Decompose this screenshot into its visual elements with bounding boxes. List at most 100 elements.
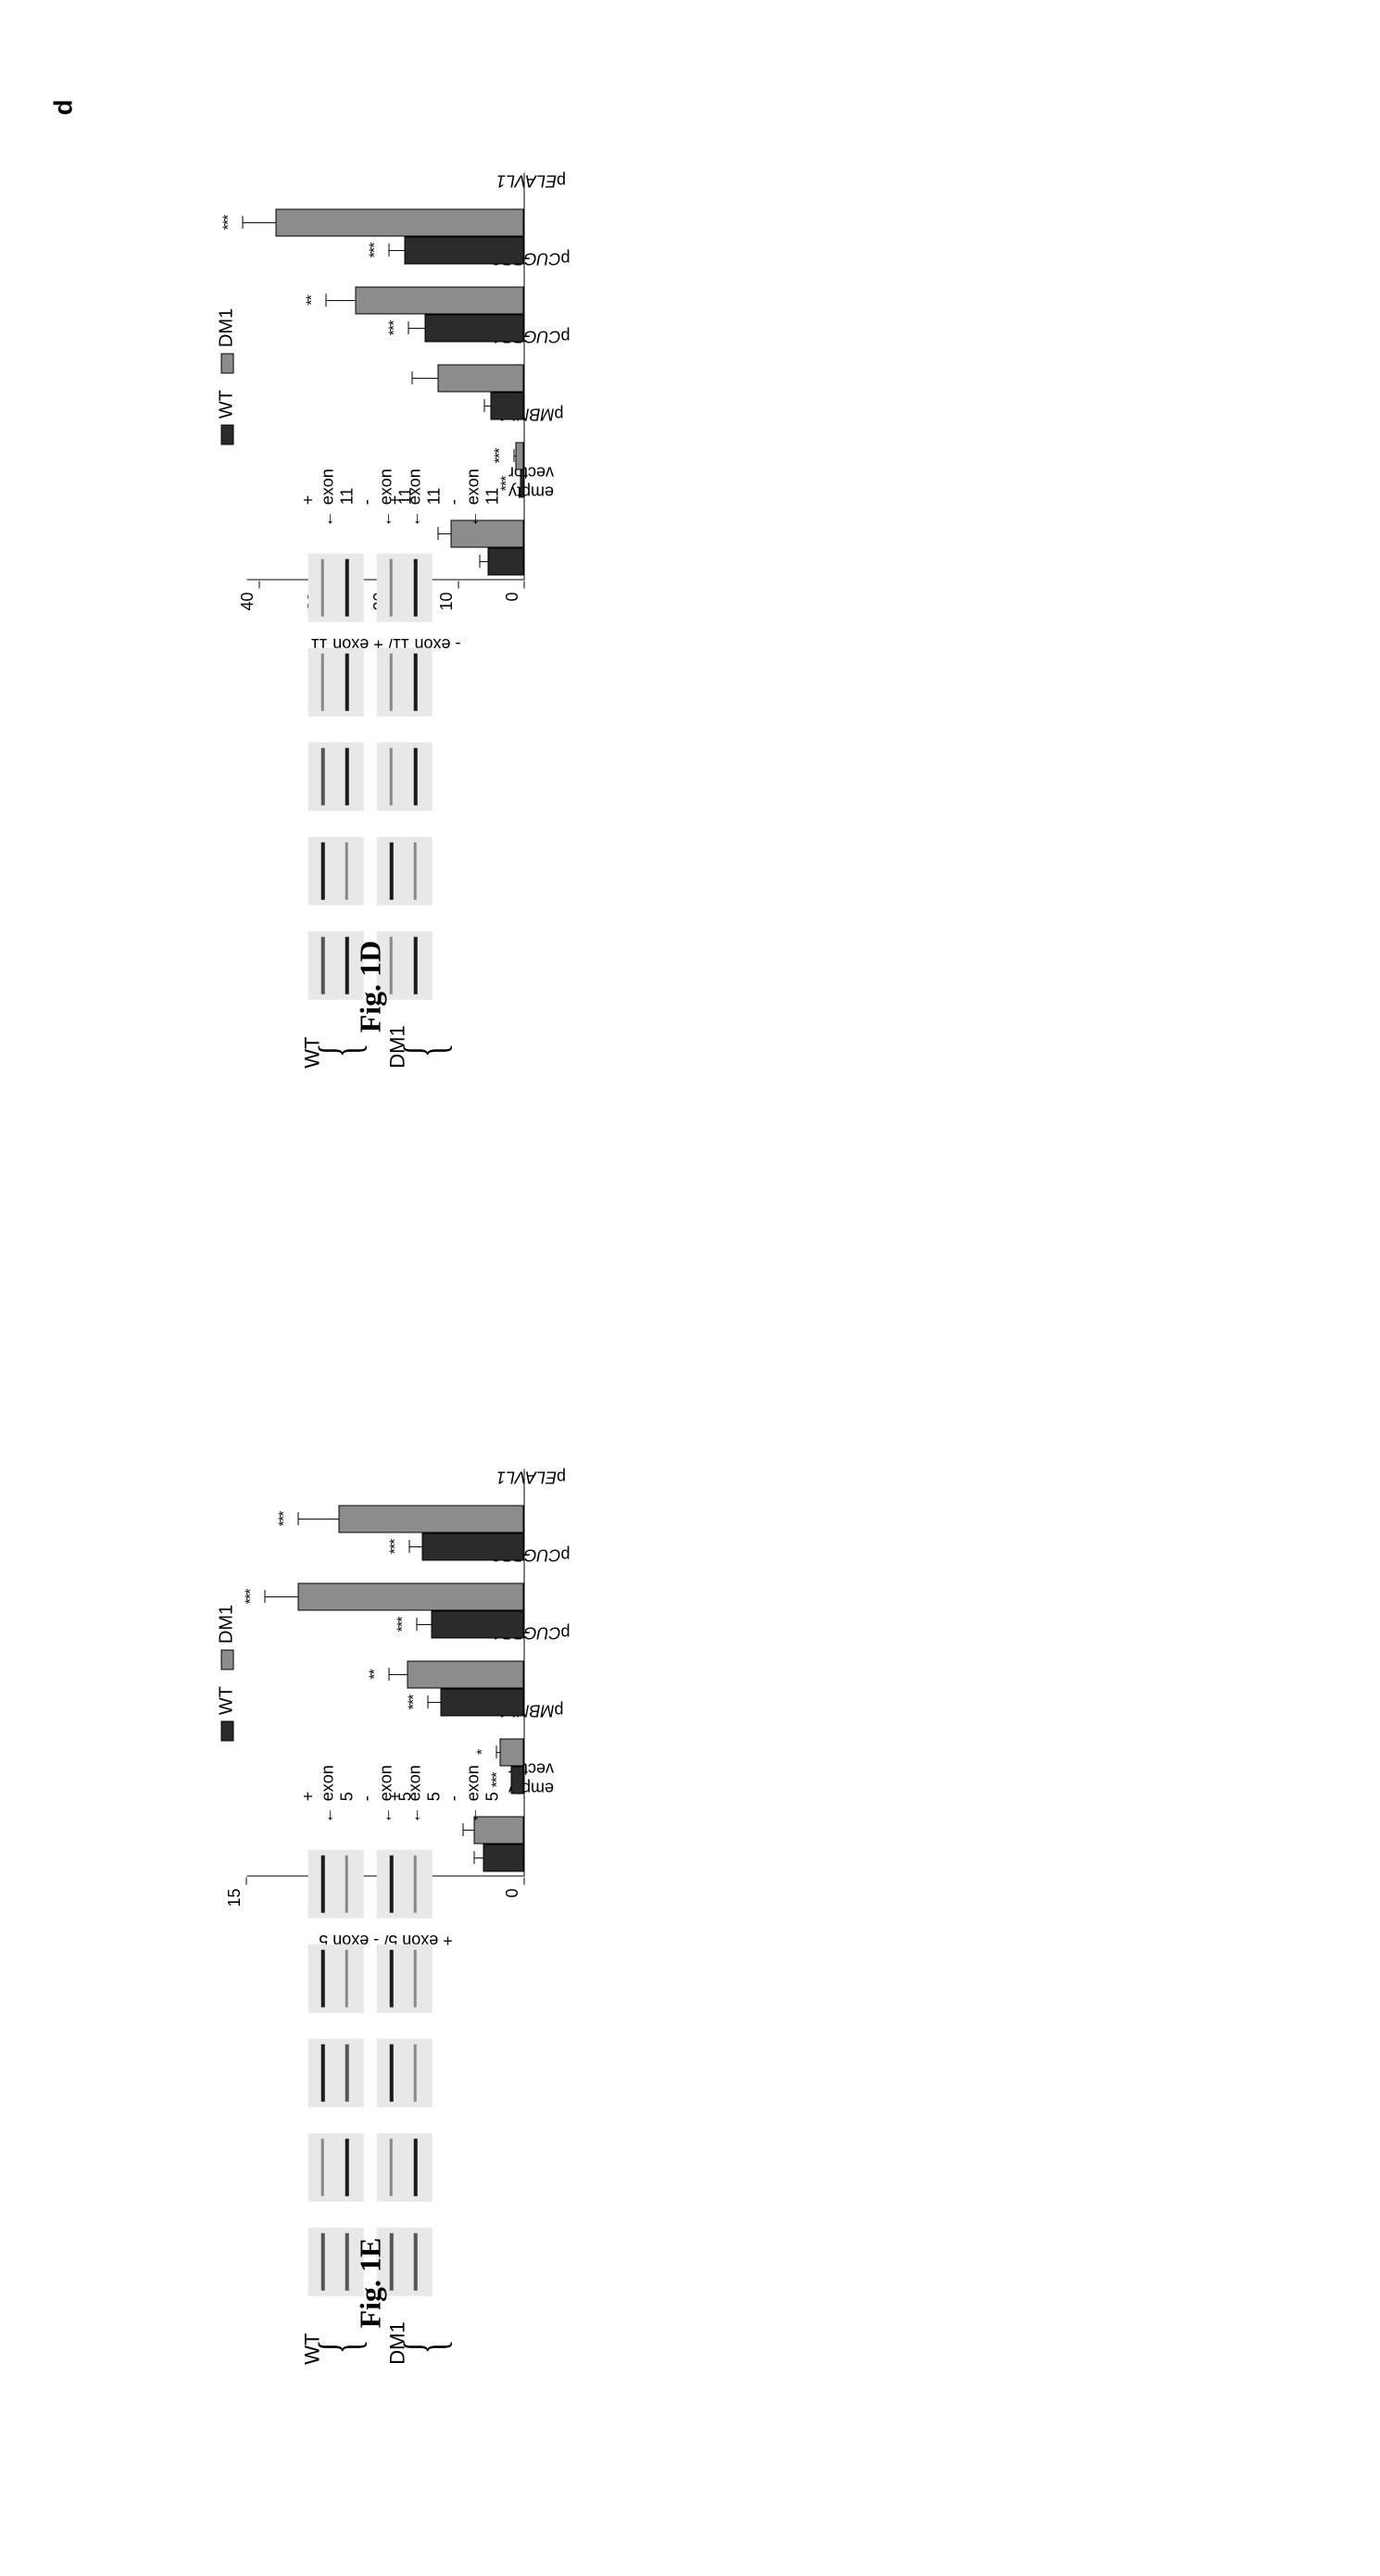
gel-lane [377,553,433,621]
gel-band-label: ←+ exon 11 [386,469,445,527]
arrow-icon: ← [464,1807,483,1823]
gel-band-upper [390,842,394,899]
bar-pair: ****** [298,1583,524,1639]
gel-lane-column [308,2132,433,2201]
gel-lane [377,1944,433,2012]
gel-band-label: ←+ exon 5 [299,1765,358,1823]
error-bar [429,1702,442,1703]
arrow-icon: ← [406,1807,425,1823]
gel-row-label: WT{ [301,1025,355,1068]
gel-lane [308,647,364,716]
gel-band-upper [390,1855,394,1912]
gel-lane-column [308,2038,433,2107]
bar-dm1: *** [276,209,524,237]
bar-group: pCUGBP1 [438,365,524,420]
gel-band-lower [345,558,349,616]
error-bar [244,222,277,223]
gel-band-upper [321,1949,325,2007]
gel-row-label: DM1{ [386,2321,440,2364]
gel-band-lower [414,558,418,616]
ytick [246,1878,247,1885]
ytick-label: 0 [503,580,522,602]
gel-band-upper [390,936,393,994]
ytick-label: 0 [503,1876,522,1898]
significance-marker: *** [221,216,238,231]
significance-marker: *** [407,1695,423,1710]
gel-band-upper [390,1949,394,2007]
gel-lane [377,836,433,905]
gel-lane [377,2038,433,2107]
legend-d: WTDM1 [217,308,238,444]
gel-band-label: ←+ exon 5 [386,1765,445,1823]
legend-swatch [220,1649,233,1669]
error-bar [475,1857,484,1858]
ytick [524,1878,525,1885]
legend-label: WT [217,390,238,419]
gel-band-lower [414,1855,417,1912]
legend-label: WT [217,1686,238,1715]
gel-band-label: ←+ exon 11 [299,469,358,527]
gel-lane [377,1849,433,1918]
gel-lane [308,2132,364,2201]
legend-label: DM1 [217,1605,238,1644]
legend-item: WT [217,390,238,444]
gel-lane [377,647,433,716]
gel-band-lower [345,1855,348,1912]
gel-band-lower [414,2044,417,2101]
bar-group: ******pELAVL1 [276,209,524,265]
gel-band-lower [414,653,418,710]
gel-band-upper [321,558,324,616]
ytick [524,581,525,589]
bar-group: emptyvector [474,1817,524,1872]
gel-band-label-pair: ←+ exon 11←- exon 11 [299,469,355,527]
gel-band-labels: ←+ exon 11←- exon 11←+ exon 11←- exon 11 [299,469,442,527]
gel-band-upper [321,2138,324,2195]
significance-marker: *** [395,1618,412,1632]
gel-row-label: DM1{ [386,1025,440,1068]
bar-wt: *** [441,1689,524,1717]
gel-band-upper [390,2138,393,2195]
error-bar [418,1624,433,1625]
legend-item: WT [217,1686,238,1741]
gel-band-lower [414,936,418,994]
bar-wt [487,548,523,576]
gel-lane [308,742,364,810]
gel-lane [377,742,433,810]
gel-band-lower [345,1949,348,2007]
gel-band-lower [414,1949,417,2007]
gel-band-upper [390,558,393,616]
bar-group: ******pCUGBP2 [298,1583,524,1639]
gel-band-upper [321,2232,325,2290]
gel-lane [308,836,364,905]
bar-group: ******pMBNL1 [516,443,524,498]
error-bar [389,250,406,251]
gel-band-lower [414,2138,418,2195]
arrow-icon: ← [319,510,338,527]
gel-band-lower [414,2232,418,2290]
xlabel: pELAVL1 [496,171,566,237]
error-bar [326,300,356,301]
gel-lane-column [308,553,433,621]
legend-swatch [220,353,233,373]
bar-group: emptyvector [451,520,524,576]
error-bar [481,561,489,562]
gel-band-label: ←- exon 5 [445,1765,503,1823]
bar-wt: *** [422,1533,524,1561]
gel-lane-column [308,647,433,716]
figure-1e-panel: WTDM1 + exon 5/ - exon 5 051015emptyvect… [74,1407,667,2300]
significance-marker: ** [304,295,320,305]
gel-band-upper [321,2044,325,2101]
gel-lane-column [308,1849,433,1918]
panel-label-d: d [49,99,79,115]
significance-marker: *** [387,321,404,336]
legend-item: DM1 [217,1605,238,1669]
gel-band-labels: ←+ exon 5←- exon 5←+ exon 5←- exon 5 [299,1765,442,1823]
legend-swatch [220,424,233,444]
gel-band-upper [321,842,325,899]
gel-band-label: ←- exon 11 [445,469,503,527]
error-bar [464,1830,475,1831]
gel-band-upper [321,653,324,710]
bar-group: *****pCUGBP2 [355,287,523,343]
gel-band-upper [390,2232,394,2290]
bar-wt [483,1844,524,1872]
